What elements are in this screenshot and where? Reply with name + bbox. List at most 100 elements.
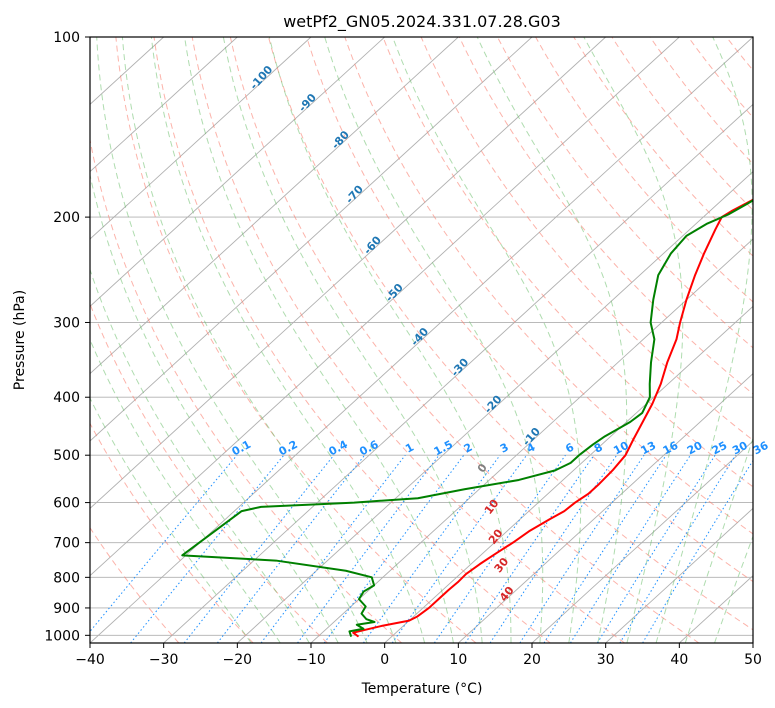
mixing-ratio-line bbox=[323, 454, 465, 643]
y-axis-label: Pressure (hPa) bbox=[12, 290, 28, 390]
dry-adiabat-line bbox=[229, 37, 700, 643]
isotherm-line bbox=[90, 37, 533, 442]
x-tick-label: −30 bbox=[149, 652, 179, 668]
mixing-ratio-label: 25 bbox=[710, 439, 730, 458]
moist-adiabat-line bbox=[392, 37, 582, 643]
moist-adiabat-line bbox=[476, 37, 628, 643]
x-tick-label: 50 bbox=[744, 652, 762, 668]
y-tick-label: 300 bbox=[53, 315, 80, 331]
moist-adiabat-line bbox=[90, 268, 310, 643]
dry-adiabat-label: -100 bbox=[247, 63, 275, 92]
isotherm-line bbox=[237, 171, 753, 643]
moist-adiabat-label: 40 bbox=[497, 584, 517, 604]
dewpoint-profile-line bbox=[181, 199, 753, 637]
moist-adiabat-line bbox=[121, 37, 397, 643]
isotherm-line bbox=[752, 642, 753, 643]
dry-adiabat-label: -20 bbox=[482, 392, 505, 416]
mixing-ratio-line bbox=[216, 454, 366, 643]
mixing-ratio-label: 10 bbox=[611, 439, 631, 458]
mixing-ratio-line bbox=[464, 454, 595, 643]
dry-adiabat-line bbox=[90, 526, 180, 643]
moist-adiabat-line bbox=[655, 37, 753, 643]
y-tick-label: 1000 bbox=[44, 628, 80, 644]
dry-adiabat-line bbox=[90, 302, 328, 643]
dry-adiabat-line bbox=[191, 37, 625, 643]
dry-adiabat-line bbox=[153, 37, 551, 643]
dry-adiabat-label: -50 bbox=[383, 281, 406, 305]
moist-adiabat-line bbox=[184, 37, 454, 643]
dry-adiabat-label: -30 bbox=[448, 356, 471, 380]
dry-adiabat-label: -10 bbox=[520, 425, 543, 449]
x-tick-label: 20 bbox=[523, 652, 541, 668]
isotherm-line bbox=[90, 37, 385, 307]
moist-adiabat-line bbox=[268, 37, 512, 643]
x-tick-label: 0 bbox=[380, 652, 389, 668]
background-lines bbox=[90, 37, 775, 643]
dry-adiabat-line bbox=[765, 37, 775, 643]
data-lines bbox=[181, 198, 753, 638]
dry-adiabat-label: -40 bbox=[408, 325, 431, 349]
y-tick-label: 500 bbox=[53, 448, 80, 464]
mixing-ratio-line bbox=[297, 454, 440, 643]
dry-adiabat-line bbox=[649, 37, 753, 165]
y-tick-label: 200 bbox=[53, 210, 80, 226]
isotherm-line bbox=[90, 37, 238, 173]
moist-adiabat-line bbox=[96, 37, 368, 643]
isotherm-line bbox=[531, 440, 753, 643]
dry-adiabat-line bbox=[344, 37, 753, 535]
isotherm-line bbox=[90, 37, 459, 375]
mixing-ratio-label: 16 bbox=[661, 439, 681, 458]
dry-adiabat-line bbox=[115, 37, 477, 643]
dry-adiabat-line bbox=[90, 422, 254, 643]
dry-adiabat-label: -80 bbox=[329, 128, 352, 152]
moist-adiabat-line bbox=[90, 338, 281, 643]
y-tick-label: 900 bbox=[53, 601, 80, 617]
mixing-ratio-label: 13 bbox=[639, 439, 659, 458]
mixing-ratio-label: 1 bbox=[403, 441, 416, 456]
mixing-ratio-label: 8 bbox=[592, 441, 605, 456]
temperature-profile-line bbox=[352, 198, 753, 638]
mixing-ratio-label: 20 bbox=[685, 439, 705, 458]
moist-adiabat-line bbox=[90, 397, 252, 643]
isotherm-line bbox=[90, 37, 312, 240]
moist-adiabat-line bbox=[714, 534, 753, 643]
mixing-ratio-line bbox=[519, 454, 645, 643]
isotherm-line bbox=[605, 507, 753, 643]
chart-title: wetPf2_GN05.2024.331.07.28.G03 bbox=[283, 12, 561, 32]
mixing-ratio-line bbox=[489, 454, 618, 643]
mixing-ratio-line bbox=[433, 454, 566, 643]
mixing-ratio-label: 30 bbox=[730, 439, 750, 458]
x-tick-label: −10 bbox=[296, 652, 326, 668]
isotherm-line bbox=[384, 305, 753, 643]
x-tick-label: 40 bbox=[670, 652, 688, 668]
dry-adiabat-line bbox=[573, 37, 753, 257]
y-tick-label: 800 bbox=[53, 570, 80, 586]
dry-adiabat-label: -70 bbox=[343, 183, 366, 207]
x-tick-label: 10 bbox=[449, 652, 467, 668]
mixing-ratio-line bbox=[90, 454, 238, 633]
y-tick-label: 700 bbox=[53, 536, 80, 552]
dry-adiabat-line bbox=[382, 37, 753, 488]
plot-frame bbox=[89, 36, 754, 644]
isotherm-line bbox=[90, 37, 680, 577]
dry-adiabat-label: -60 bbox=[361, 233, 384, 257]
y-tick-label: 600 bbox=[53, 496, 80, 512]
moist-adiabat-line bbox=[684, 436, 753, 643]
moist-adiabat-line bbox=[222, 37, 483, 643]
x-axis-label: Temperature (°C) bbox=[361, 681, 483, 697]
dry-adiabat-line bbox=[458, 37, 753, 395]
isotherm-line bbox=[310, 238, 753, 643]
x-tick-label: 30 bbox=[597, 652, 615, 668]
y-tick-label: 400 bbox=[53, 390, 80, 406]
dry-adiabat-line bbox=[496, 37, 753, 349]
moist-adiabat-line bbox=[583, 37, 684, 643]
dry-adiabat-label: -90 bbox=[296, 91, 319, 115]
x-tick-label: −40 bbox=[75, 652, 105, 668]
dry-adiabat-line bbox=[268, 37, 753, 631]
axis-ticks: −40 −30 −20 −10 0 10 20 30 40 50 1000 900 800 700 600 5… bbox=[44, 30, 762, 668]
x-tick-label: −20 bbox=[223, 652, 253, 668]
mixing-ratio-line bbox=[570, 454, 691, 643]
dry-adiabat-line bbox=[687, 37, 753, 119]
dry-adiabat-line bbox=[420, 37, 753, 441]
